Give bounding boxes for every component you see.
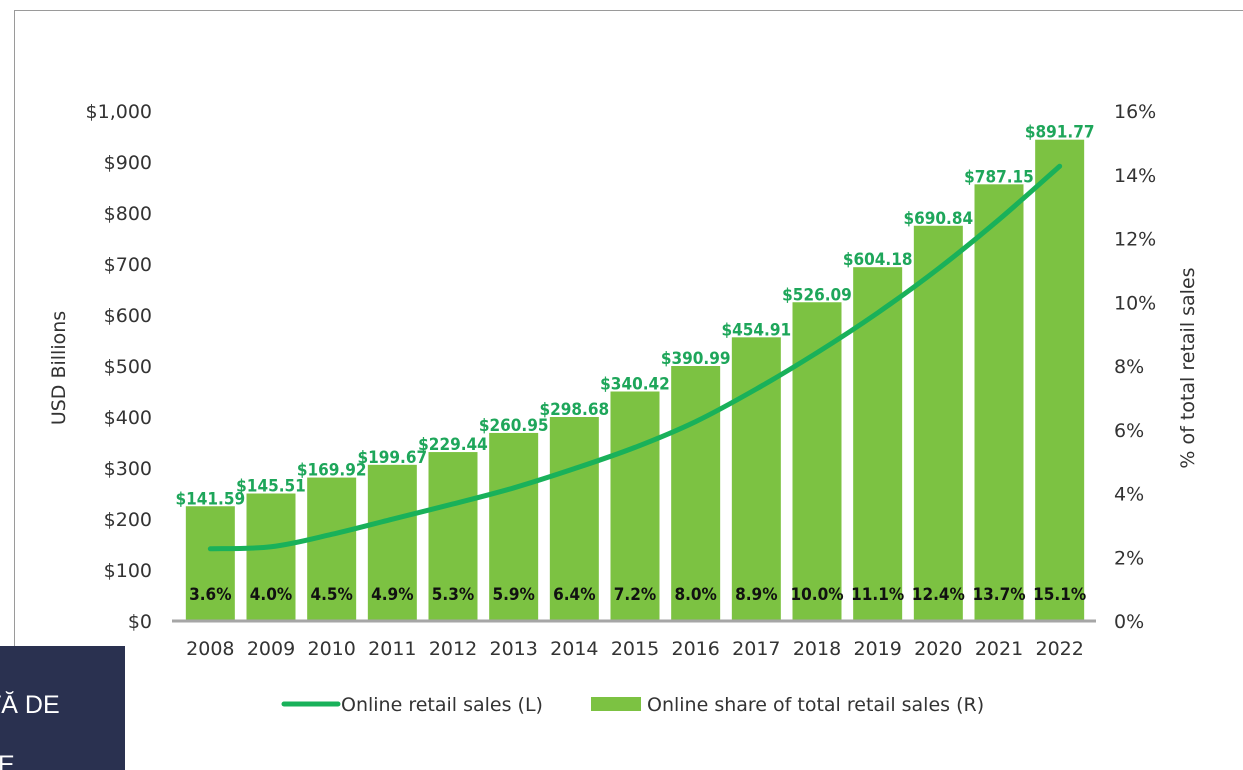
value-label-2012: $229.44 xyxy=(418,435,488,455)
left-tick-3: $300 xyxy=(104,458,152,480)
bar-2015 xyxy=(610,391,660,621)
badge-text-line2: E xyxy=(0,751,15,770)
x-tick-2014: 2014 xyxy=(550,638,598,660)
left-tick-4: $400 xyxy=(104,407,152,429)
left-tick-9: $900 xyxy=(104,152,152,174)
share-label-2015: 7.2% xyxy=(614,585,656,605)
bar-series-group xyxy=(185,139,1085,621)
left-tick-7: $700 xyxy=(104,254,152,276)
left-tick-0: $0 xyxy=(128,611,152,633)
left-axis-ticks-group: $0 $100 $200 $300 $400 $500 $600 $700 $800 $900 $1… xyxy=(86,101,152,633)
legend-bar-label: Online share of total retail sales (R) xyxy=(647,694,984,716)
legend: Online retail sales (L) Online share of … xyxy=(281,694,984,716)
x-tick-2008: 2008 xyxy=(186,638,234,660)
bar-2021 xyxy=(974,184,1024,621)
value-label-2014: $298.68 xyxy=(539,400,609,420)
share-label-2021: 13.7% xyxy=(972,585,1025,605)
share-label-2008: 3.6% xyxy=(189,585,231,605)
share-label-2022: 15.1% xyxy=(1033,585,1086,605)
x-tick-2011: 2011 xyxy=(368,638,416,660)
left-tick-2: $200 xyxy=(104,509,152,531)
x-tick-2012: 2012 xyxy=(429,638,477,660)
bar-2016 xyxy=(671,366,721,621)
value-label-2021: $787.15 xyxy=(964,167,1034,187)
x-axis-ticks-group: 2008 2009 2010 2011 2012 2013 2014 2015 2016 2017… xyxy=(186,638,1084,660)
x-tick-2020: 2020 xyxy=(914,638,962,660)
share-label-2017: 8.9% xyxy=(735,585,777,605)
share-labels-group: 3.6% 4.0% 4.5% 4.9% 5.3% 5.9% 6.4% 7.2% 8.0% 8.9%… xyxy=(189,585,1086,605)
bar-2010 xyxy=(307,477,357,621)
value-label-2016: $390.99 xyxy=(661,349,731,369)
frame-left-border xyxy=(14,10,15,770)
line-series-group xyxy=(207,163,1063,552)
right-tick-1: 2% xyxy=(1114,547,1144,569)
bar-2012 xyxy=(428,452,478,621)
x-tick-2019: 2019 xyxy=(853,638,901,660)
x-tick-2016: 2016 xyxy=(671,638,719,660)
value-labels-group: $141.59$145.51$169.92$199.67$229.44$260.… xyxy=(175,123,1094,510)
bar-2020 xyxy=(913,225,963,621)
value-label-2009: $145.51 xyxy=(236,477,306,497)
bar-2014 xyxy=(549,417,599,621)
bar-2011 xyxy=(367,464,417,621)
bar-2022 xyxy=(1035,139,1085,621)
share-label-2011: 4.9% xyxy=(371,585,413,605)
share-label-2013: 5.9% xyxy=(492,585,534,605)
frame-top-border xyxy=(14,10,1243,11)
online-retail-sales-line xyxy=(207,163,1063,552)
right-tick-4: 8% xyxy=(1114,356,1144,378)
share-label-2020: 12.4% xyxy=(912,585,965,605)
value-label-2010: $169.92 xyxy=(297,461,367,481)
left-tick-10: $1,000 xyxy=(86,101,152,123)
share-label-2014: 6.4% xyxy=(553,585,595,605)
left-tick-8: $800 xyxy=(104,203,152,225)
value-label-2018: $526.09 xyxy=(782,285,852,305)
right-tick-6: 12% xyxy=(1114,229,1156,251)
bar-2008 xyxy=(185,506,235,621)
x-tick-2017: 2017 xyxy=(732,638,780,660)
bar-2019 xyxy=(853,267,903,621)
bar-2013 xyxy=(489,432,539,621)
share-label-2010: 4.5% xyxy=(310,585,352,605)
share-label-2009: 4.0% xyxy=(250,585,292,605)
x-tick-2009: 2009 xyxy=(247,638,295,660)
right-tick-8: 16% xyxy=(1114,101,1156,123)
right-tick-7: 14% xyxy=(1114,165,1156,187)
right-tick-5: 10% xyxy=(1114,292,1156,314)
value-label-2019: $604.18 xyxy=(843,250,913,270)
legend-line-label: Online retail sales (L) xyxy=(341,694,543,716)
value-label-2008: $141.59 xyxy=(175,489,245,509)
legend-bar-swatch xyxy=(591,697,641,711)
right-tick-3: 6% xyxy=(1114,420,1144,442)
value-label-2013: $260.95 xyxy=(479,416,549,436)
right-tick-0: 0% xyxy=(1114,611,1144,633)
value-label-2017: $454.91 xyxy=(721,320,791,340)
value-label-2011: $199.67 xyxy=(357,448,427,468)
corner-badge: TĂ DE E xyxy=(0,646,125,770)
left-tick-1: $100 xyxy=(104,560,152,582)
share-label-2018: 10.0% xyxy=(790,585,843,605)
x-tick-2013: 2013 xyxy=(489,638,537,660)
x-tick-2018: 2018 xyxy=(793,638,841,660)
share-label-2012: 5.3% xyxy=(432,585,474,605)
right-tick-2: 4% xyxy=(1114,484,1144,506)
left-tick-6: $600 xyxy=(104,305,152,327)
x-tick-2022: 2022 xyxy=(1035,638,1083,660)
bar-2009 xyxy=(246,493,296,621)
x-tick-2010: 2010 xyxy=(307,638,355,660)
value-label-2022: $891.77 xyxy=(1025,123,1095,143)
badge-text-line1: TĂ DE xyxy=(0,691,60,719)
x-tick-2021: 2021 xyxy=(975,638,1023,660)
left-tick-5: $500 xyxy=(104,356,152,378)
value-label-2015: $340.42 xyxy=(600,375,670,395)
value-label-2020: $690.84 xyxy=(903,209,973,229)
right-axis-title: % of total retail sales xyxy=(1177,267,1199,468)
share-label-2016: 8.0% xyxy=(674,585,716,605)
left-axis-title: USD Billions xyxy=(48,311,70,425)
right-axis-ticks-group: 0% 2% 4% 6% 8% 10% 12% 14% 16% xyxy=(1114,101,1156,633)
share-label-2019: 11.1% xyxy=(851,585,904,605)
bar-2017 xyxy=(731,337,781,621)
x-tick-2015: 2015 xyxy=(611,638,659,660)
